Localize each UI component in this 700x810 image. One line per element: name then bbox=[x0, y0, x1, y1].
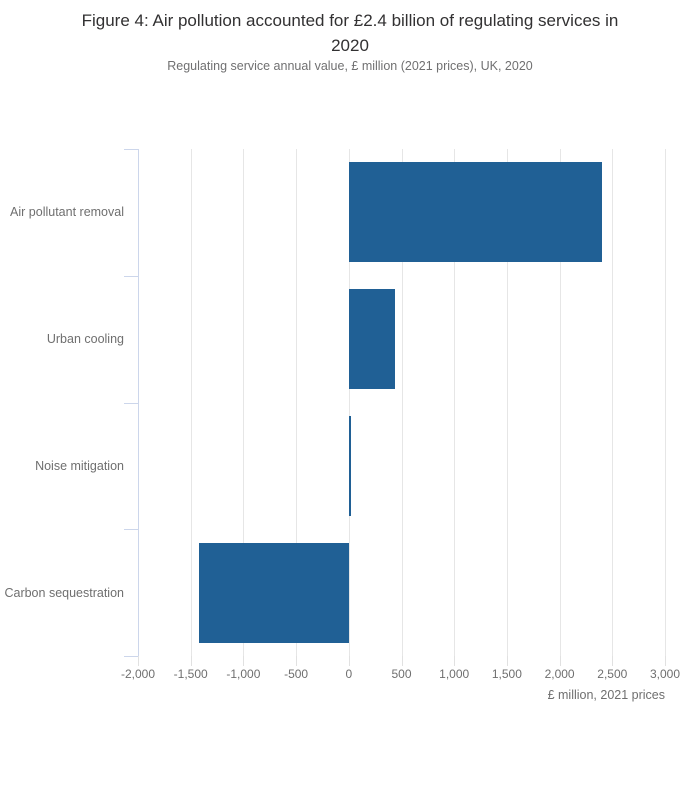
gridline bbox=[612, 149, 614, 656]
y-axis-tick bbox=[124, 275, 138, 277]
category-label: Air pollutant removal bbox=[10, 205, 124, 220]
x-axis-tick bbox=[612, 656, 614, 666]
bar-air-pollutant-removal[interactable] bbox=[348, 162, 602, 263]
x-tick-label: -2,000 bbox=[120, 667, 156, 681]
x-axis-tick bbox=[243, 656, 245, 666]
y-axis-tick bbox=[124, 402, 138, 404]
y-axis-tick bbox=[124, 529, 138, 531]
bar-noise-mitigation[interactable] bbox=[348, 415, 351, 516]
x-axis-tick bbox=[190, 656, 192, 666]
bar-urban-cooling[interactable] bbox=[348, 289, 395, 390]
gridline bbox=[190, 149, 192, 656]
x-tick-label: 2,000 bbox=[544, 667, 575, 681]
y-axis-tick bbox=[124, 149, 138, 150]
x-axis-tick bbox=[665, 656, 666, 666]
x-tick-label: 500 bbox=[391, 667, 412, 681]
gridline bbox=[348, 149, 350, 656]
figure-title-line1: Figure 4: Air pollution accounted for £2… bbox=[81, 11, 619, 30]
x-tick-label: 3,000 bbox=[649, 667, 681, 681]
x-tick-label: -1,500 bbox=[173, 667, 208, 681]
x-tick-label: 1,000 bbox=[439, 667, 470, 681]
gridline bbox=[243, 149, 245, 656]
category-label: Urban cooling bbox=[46, 332, 124, 347]
x-axis-tick bbox=[401, 656, 403, 666]
gridline bbox=[296, 149, 298, 656]
y-axis-line bbox=[138, 149, 139, 656]
gridline bbox=[559, 149, 561, 656]
x-tick-label: -500 bbox=[284, 667, 309, 681]
gridline bbox=[401, 149, 403, 656]
x-axis-tick bbox=[348, 656, 350, 666]
figure-subtitle: Regulating service annual value, £ milli… bbox=[167, 59, 533, 73]
x-tick-label: 0 bbox=[345, 667, 353, 681]
x-axis-tick bbox=[454, 656, 456, 666]
x-axis-tick bbox=[138, 656, 139, 666]
x-tick-label: 2,500 bbox=[597, 667, 628, 681]
figure-title-line2: 2020 bbox=[331, 36, 369, 55]
x-axis-tick bbox=[296, 656, 298, 666]
y-axis-tick bbox=[124, 656, 138, 657]
bar-carbon-sequestration[interactable] bbox=[199, 542, 349, 643]
gridline bbox=[454, 149, 456, 656]
x-axis-title: £ million, 2021 prices bbox=[547, 688, 665, 702]
x-tick-label: -1,000 bbox=[226, 667, 261, 681]
gridline bbox=[665, 149, 666, 656]
category-label: Carbon sequestration bbox=[4, 585, 124, 600]
x-axis-tick bbox=[506, 656, 508, 666]
x-axis-tick bbox=[559, 656, 561, 666]
x-tick-label: 1,500 bbox=[491, 667, 522, 681]
category-label: Noise mitigation bbox=[35, 458, 124, 473]
gridline bbox=[506, 149, 508, 656]
figure-title: Figure 4: Air pollution accounted for £2… bbox=[0, 8, 700, 58]
